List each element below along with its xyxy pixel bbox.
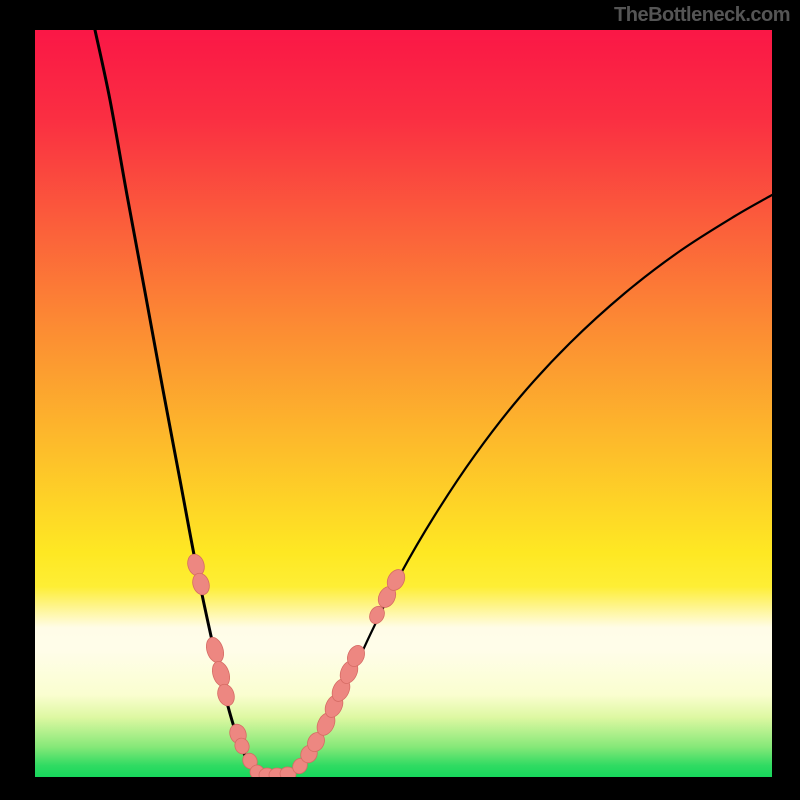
watermark-text: TheBottleneck.com xyxy=(614,4,790,27)
bottleneck-chart xyxy=(35,30,772,777)
gradient-background xyxy=(35,30,772,777)
outer-frame: TheBottleneck.com xyxy=(0,0,800,800)
chart-area xyxy=(35,30,772,777)
